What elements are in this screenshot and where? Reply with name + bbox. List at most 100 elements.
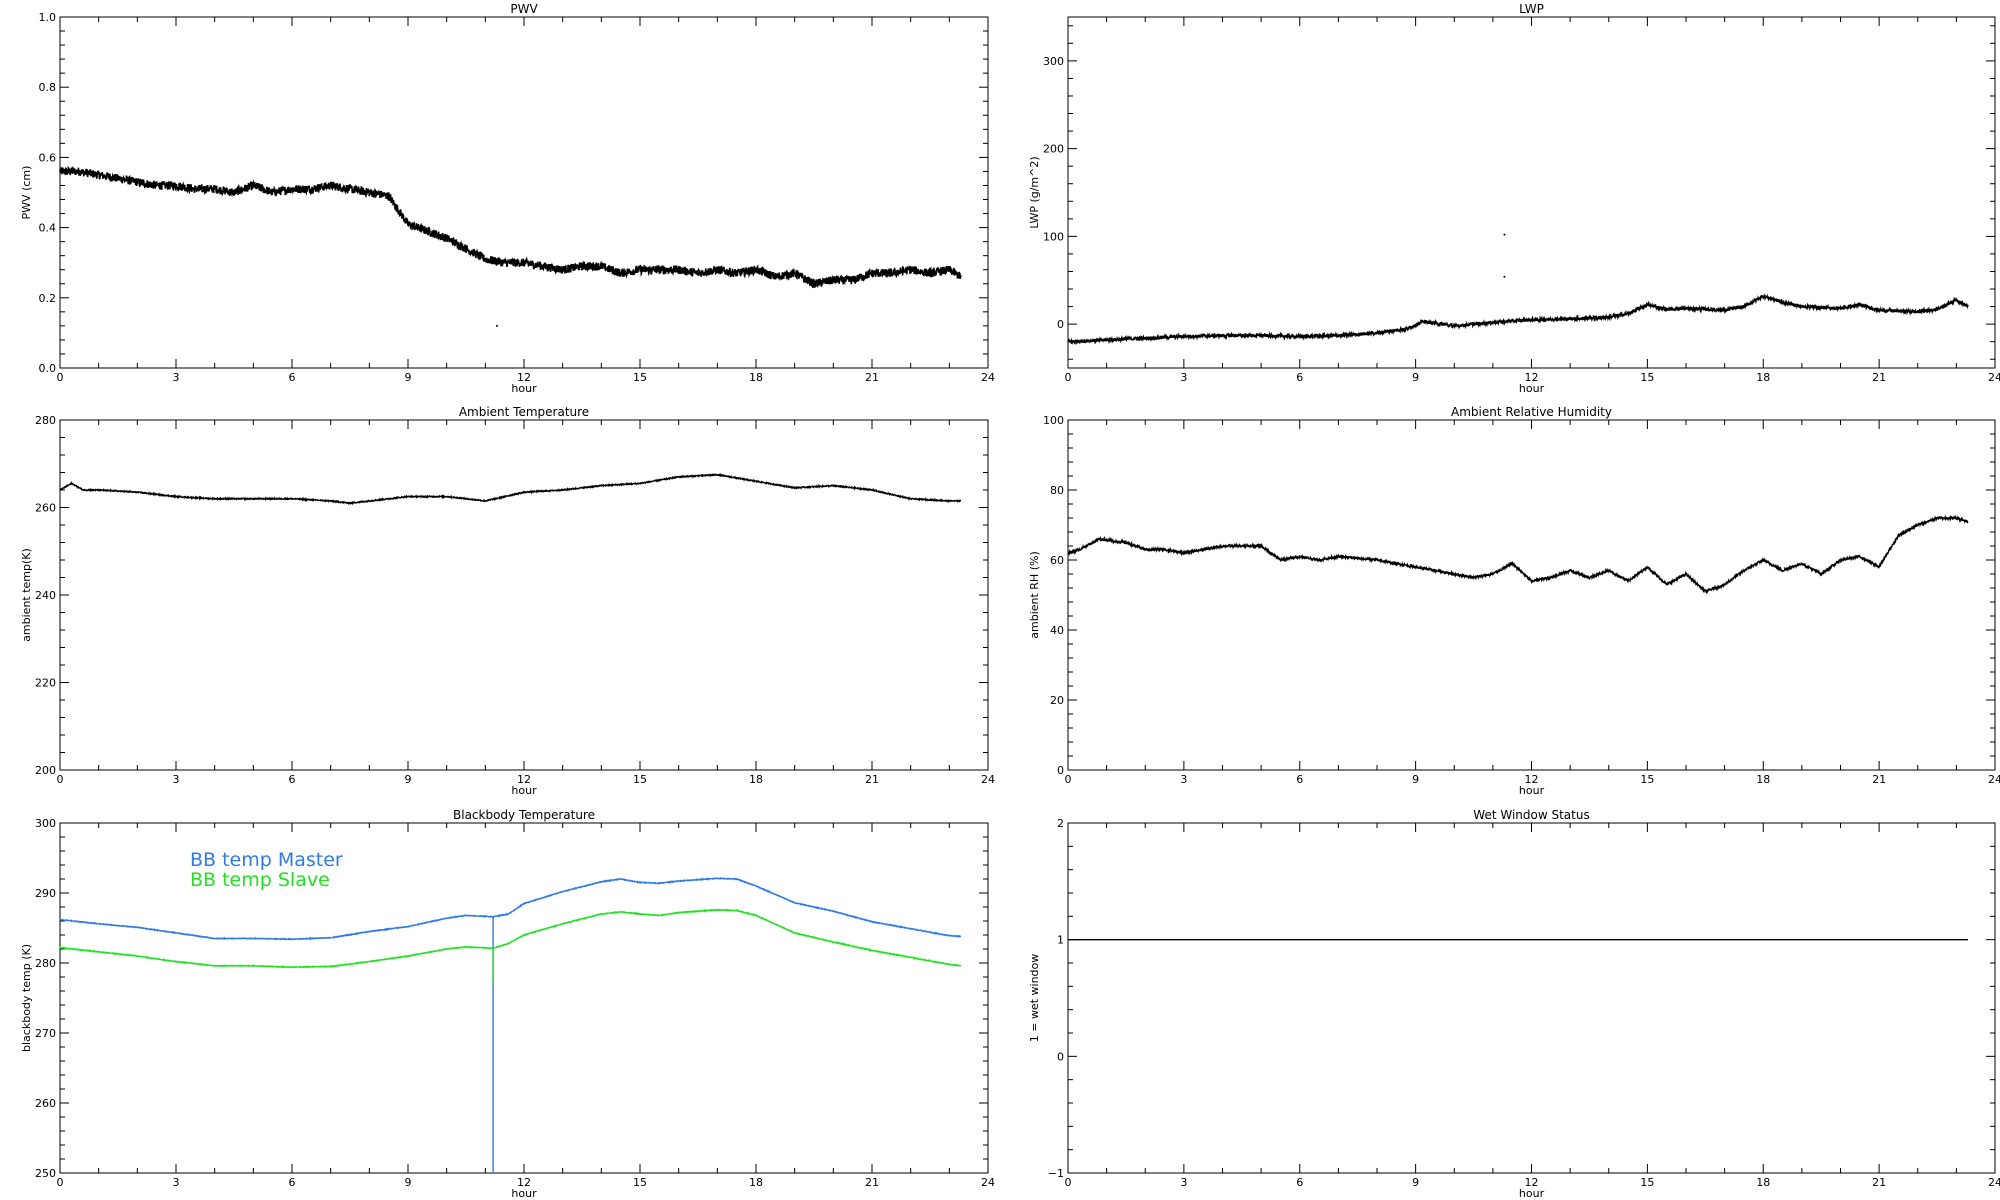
y-tick-label: 20: [1050, 694, 1064, 707]
series-line-0: [1067, 293, 1969, 346]
x-axis-label: hour: [511, 382, 537, 395]
x-tick-label: 6: [289, 773, 296, 786]
x-tick-label: 21: [865, 1176, 879, 1189]
y-axis-label: ambient RH (%): [1028, 551, 1041, 639]
y-tick-label: 40: [1050, 624, 1064, 637]
y-tick-label: 0.2: [39, 292, 57, 305]
y-tick-label: 100: [1043, 414, 1064, 427]
x-tick-label: 0: [57, 773, 64, 786]
y-tick-label: 80: [1050, 484, 1064, 497]
x-tick-label: 3: [1180, 1176, 1187, 1189]
y-tick-label: 60: [1050, 554, 1064, 567]
x-tick-label: 18: [749, 1176, 763, 1189]
x-tick-label: 3: [173, 371, 180, 384]
chart-title: Blackbody Temperature: [453, 808, 595, 822]
x-tick-label: 9: [405, 371, 412, 384]
y-tick-label: 0: [1057, 764, 1064, 777]
y-tick-label: −1: [1048, 1167, 1064, 1180]
y-tick-label: 1: [1057, 934, 1064, 947]
outlier-point: [1503, 233, 1506, 236]
y-axis-label: ambient temp(K): [20, 548, 33, 642]
x-tick-label: 0: [57, 371, 64, 384]
x-tick-label: 15: [1640, 773, 1654, 786]
x-axis-label: hour: [1519, 382, 1545, 395]
chart-panel-1: LWP 0 3 6 9 12 15 18 21 24 hour 0 100 200 300 LWP (g/m^…: [1028, 2, 2000, 395]
y-tick-label: 200: [1043, 143, 1064, 156]
x-tick-label: 24: [1988, 773, 2000, 786]
y-axis-label: 1 = wet window: [1028, 954, 1041, 1043]
x-tick-label: 18: [1756, 1176, 1770, 1189]
plot-frame: [59, 419, 989, 771]
y-tick-label: 0: [1057, 1050, 1064, 1063]
x-tick-label: 0: [1065, 1176, 1072, 1189]
outlier-point: [495, 324, 498, 327]
x-tick-label: 24: [981, 1176, 995, 1189]
x-tick-label: 9: [405, 1176, 412, 1189]
y-tick-label: 250: [35, 1167, 56, 1180]
y-tick-label: 0.4: [39, 222, 57, 235]
x-tick-label: 21: [865, 371, 879, 384]
y-tick-label: 100: [1043, 230, 1064, 243]
x-tick-label: 9: [1412, 773, 1419, 786]
chart-title: Ambient Relative Humidity: [1451, 405, 1612, 419]
x-tick-label: 15: [633, 371, 647, 384]
chart-title: Wet Window Status: [1473, 808, 1589, 822]
legend-entry: BB temp Master: [190, 849, 343, 871]
x-tick-label: 21: [1872, 1176, 1886, 1189]
y-axis-label: blackbody temp (K): [20, 944, 33, 1052]
x-tick-label: 21: [1872, 371, 1886, 384]
x-tick-label: 21: [865, 773, 879, 786]
y-tick-label: 300: [35, 817, 56, 830]
x-axis-label: hour: [511, 1187, 537, 1200]
chart-title: PWV: [510, 2, 538, 16]
x-axis-label: hour: [1519, 784, 1545, 797]
x-tick-label: 24: [981, 371, 995, 384]
y-tick-label: 0.8: [39, 81, 57, 94]
x-tick-label: 6: [1296, 773, 1303, 786]
chart-title: Ambient Temperature: [459, 405, 589, 419]
series-line-0: [59, 472, 962, 506]
x-tick-label: 3: [1180, 773, 1187, 786]
y-tick-label: 270: [35, 1027, 56, 1040]
y-tick-label: 290: [35, 887, 56, 900]
x-tick-label: 15: [1640, 1176, 1654, 1189]
y-tick-label: 0: [1057, 318, 1064, 331]
x-tick-label: 12: [1525, 773, 1539, 786]
series-line-0: [59, 876, 962, 1173]
x-tick-label: 0: [57, 1176, 64, 1189]
y-tick-label: 2: [1057, 817, 1064, 830]
x-tick-label: 6: [1296, 1176, 1303, 1189]
x-tick-label: 24: [981, 773, 995, 786]
y-tick-label: 200: [35, 764, 56, 777]
x-tick-label: 21: [1872, 773, 1886, 786]
chart-title: LWP: [1519, 2, 1544, 16]
plot-frame: [1067, 822, 1996, 1174]
legend-entry: BB temp Slave: [190, 869, 330, 891]
x-tick-label: 9: [1412, 371, 1419, 384]
x-tick-label: 9: [1412, 1176, 1419, 1189]
x-axis-label: hour: [511, 784, 537, 797]
x-tick-label: 6: [289, 1176, 296, 1189]
x-tick-label: 3: [173, 1176, 180, 1189]
y-tick-label: 240: [35, 589, 56, 602]
y-tick-label: 280: [35, 414, 56, 427]
y-tick-label: 1.0: [39, 11, 57, 24]
x-tick-label: 12: [517, 773, 531, 786]
x-tick-label: 24: [1988, 1176, 2000, 1189]
y-tick-label: 220: [35, 677, 56, 690]
chart-panel-2: Ambient Temperature 0 3 6 9 12 15 18 21 24 hour 200…: [20, 405, 995, 797]
plot-frame: [1067, 16, 1996, 369]
x-tick-label: 0: [1065, 773, 1072, 786]
x-tick-label: 3: [1180, 371, 1187, 384]
y-tick-label: 260: [35, 1097, 56, 1110]
y-axis-label: LWP (g/m^2): [1028, 156, 1041, 228]
y-tick-label: 260: [35, 502, 56, 515]
y-tick-label: 0.0: [39, 362, 57, 375]
x-tick-label: 12: [1525, 1176, 1539, 1189]
x-tick-label: 12: [517, 371, 531, 384]
x-tick-label: 18: [749, 773, 763, 786]
x-tick-label: 15: [633, 1176, 647, 1189]
x-tick-label: 6: [1296, 371, 1303, 384]
